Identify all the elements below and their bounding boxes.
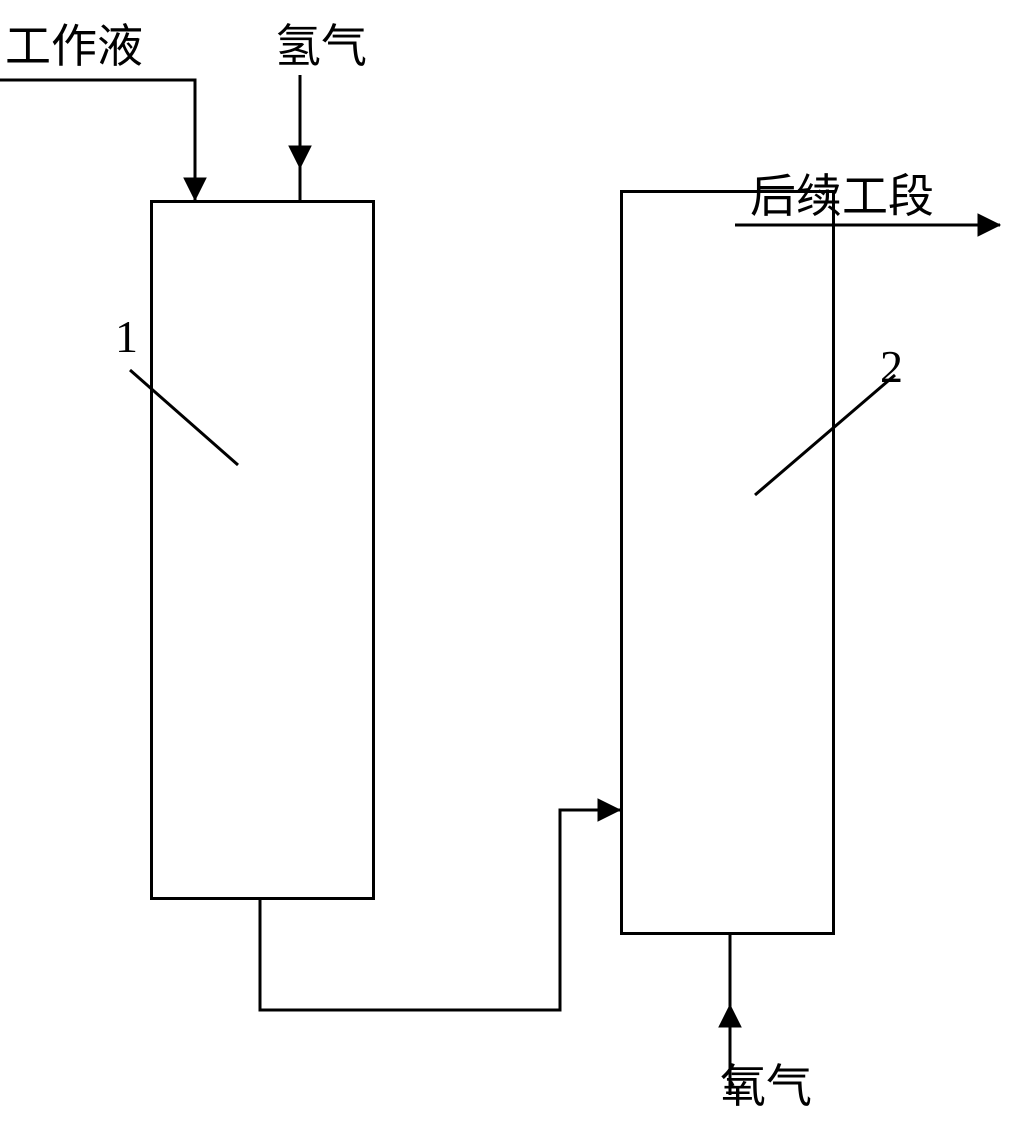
diagram-canvas: 工作液 氢气 后续工段 氧气 1 2 — [0, 0, 1022, 1128]
flow-lines — [0, 0, 1022, 1128]
